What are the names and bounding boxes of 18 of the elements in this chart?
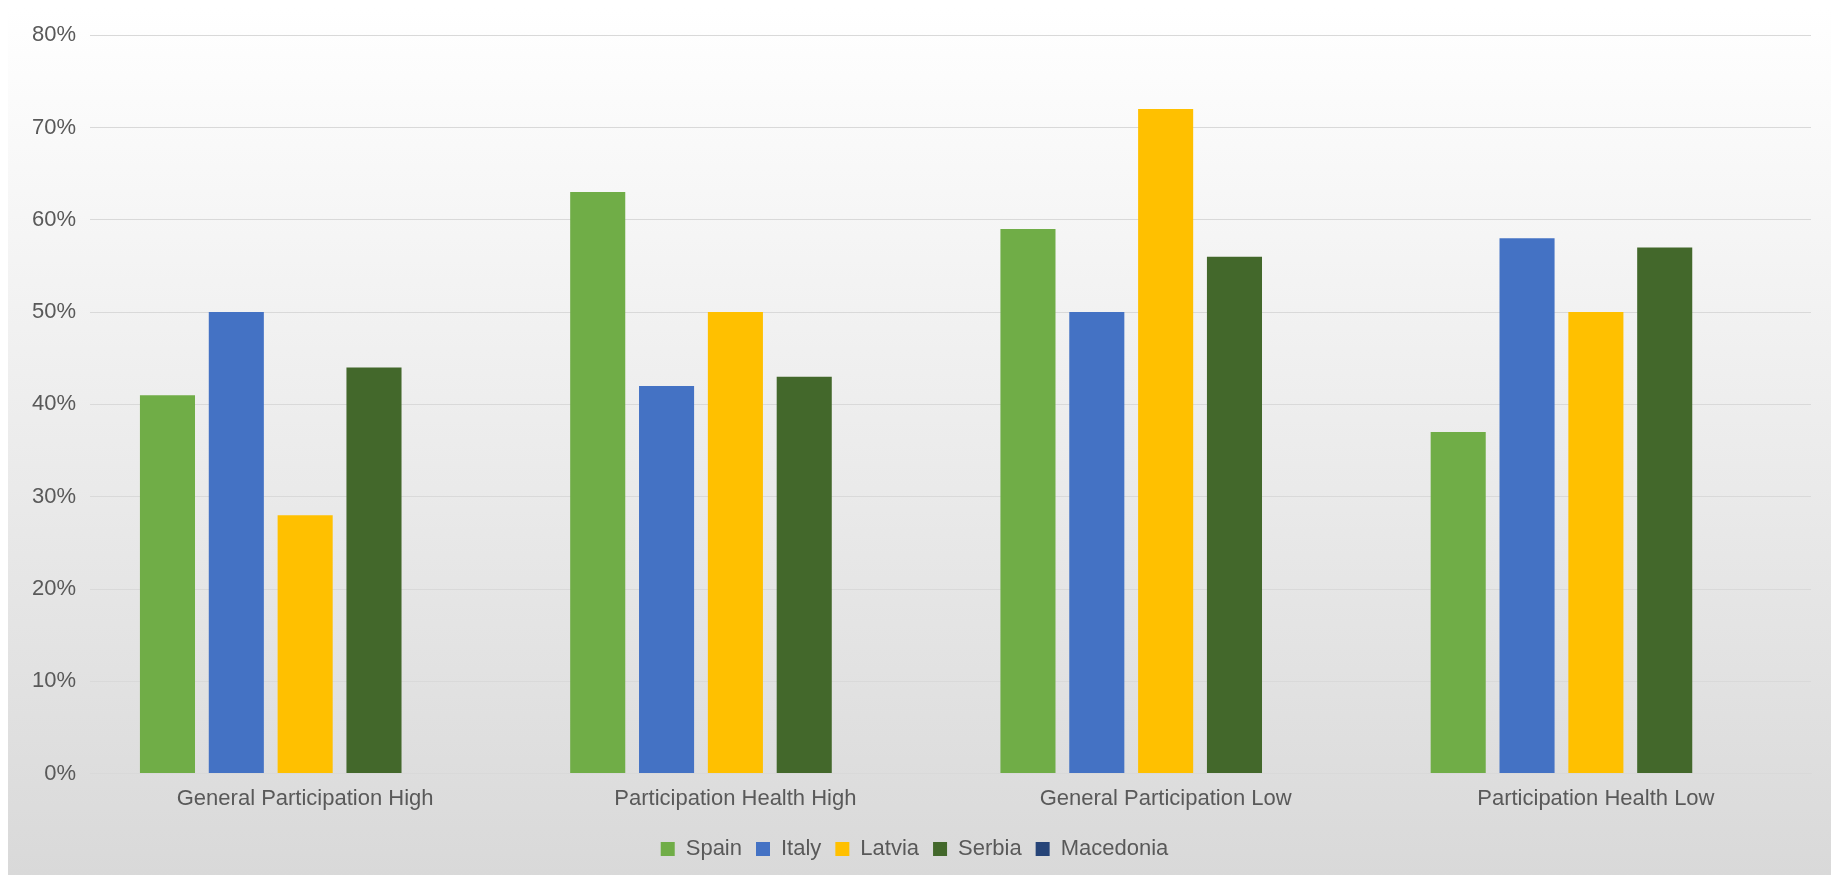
legend-label: Latvia xyxy=(860,835,920,861)
x-tick-label: General Participation Low xyxy=(1039,784,1292,810)
y-tick-label: 60% xyxy=(31,205,77,231)
x-tick-label: Participation Health Low xyxy=(1477,784,1715,810)
x-tick-label: General Participation High xyxy=(176,784,434,810)
y-tick-label: 10% xyxy=(31,667,77,693)
y-tick-label: 50% xyxy=(31,298,77,324)
y-tick-label: 40% xyxy=(31,390,77,416)
y-tick-label: 80% xyxy=(31,21,77,47)
y-tick-label: 0% xyxy=(44,759,77,785)
legend-label: Serbia xyxy=(958,835,1023,861)
legend-label: Macedonia xyxy=(1060,835,1170,861)
y-tick-label: 20% xyxy=(31,575,77,601)
y-tick-label: 30% xyxy=(31,482,77,508)
x-tick-label: Participation Health High xyxy=(614,784,857,810)
legend-label: Spain xyxy=(685,835,743,861)
y-tick-label: 70% xyxy=(31,113,77,139)
legend-label: Italy xyxy=(781,835,822,861)
